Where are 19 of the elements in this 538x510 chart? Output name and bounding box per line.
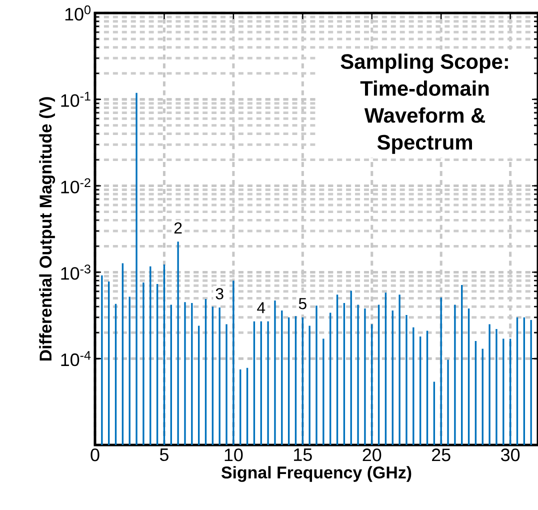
y-tick-label: 10$^{-2}$ — [61, 178, 90, 194]
x-tick-label: 20 — [362, 448, 382, 462]
x-tick-label: 0 — [90, 448, 100, 462]
y-tick-label: 10$^{-4}$ — [61, 351, 91, 366]
y-axis-title: Differential Output Magnitude (V) — [39, 97, 56, 361]
x-tick-label: 15 — [294, 448, 312, 462]
x-tick-label: 5 — [160, 448, 168, 462]
y-tick-label: 10$^{-1}$ — [61, 92, 90, 107]
x-tick-label: 25 — [432, 448, 450, 462]
x-tick-label: 10 — [224, 448, 243, 462]
x-axis-title: Signal Frequency (GHz) — [221, 466, 412, 482]
annotation: 4 — [257, 302, 266, 314]
annotation: 3 — [216, 288, 224, 300]
y-tick-label: 10$^{0}$ — [65, 5, 90, 21]
y-tick-label: 10$^{-3}$ — [61, 264, 90, 280]
x-tick-label: 30 — [501, 448, 520, 462]
text: Sampling Scope: Time-domain Waveform & Spectrum — [340, 54, 508, 154]
annotation: 2 — [174, 222, 182, 234]
annotation: 5 — [298, 298, 306, 310]
